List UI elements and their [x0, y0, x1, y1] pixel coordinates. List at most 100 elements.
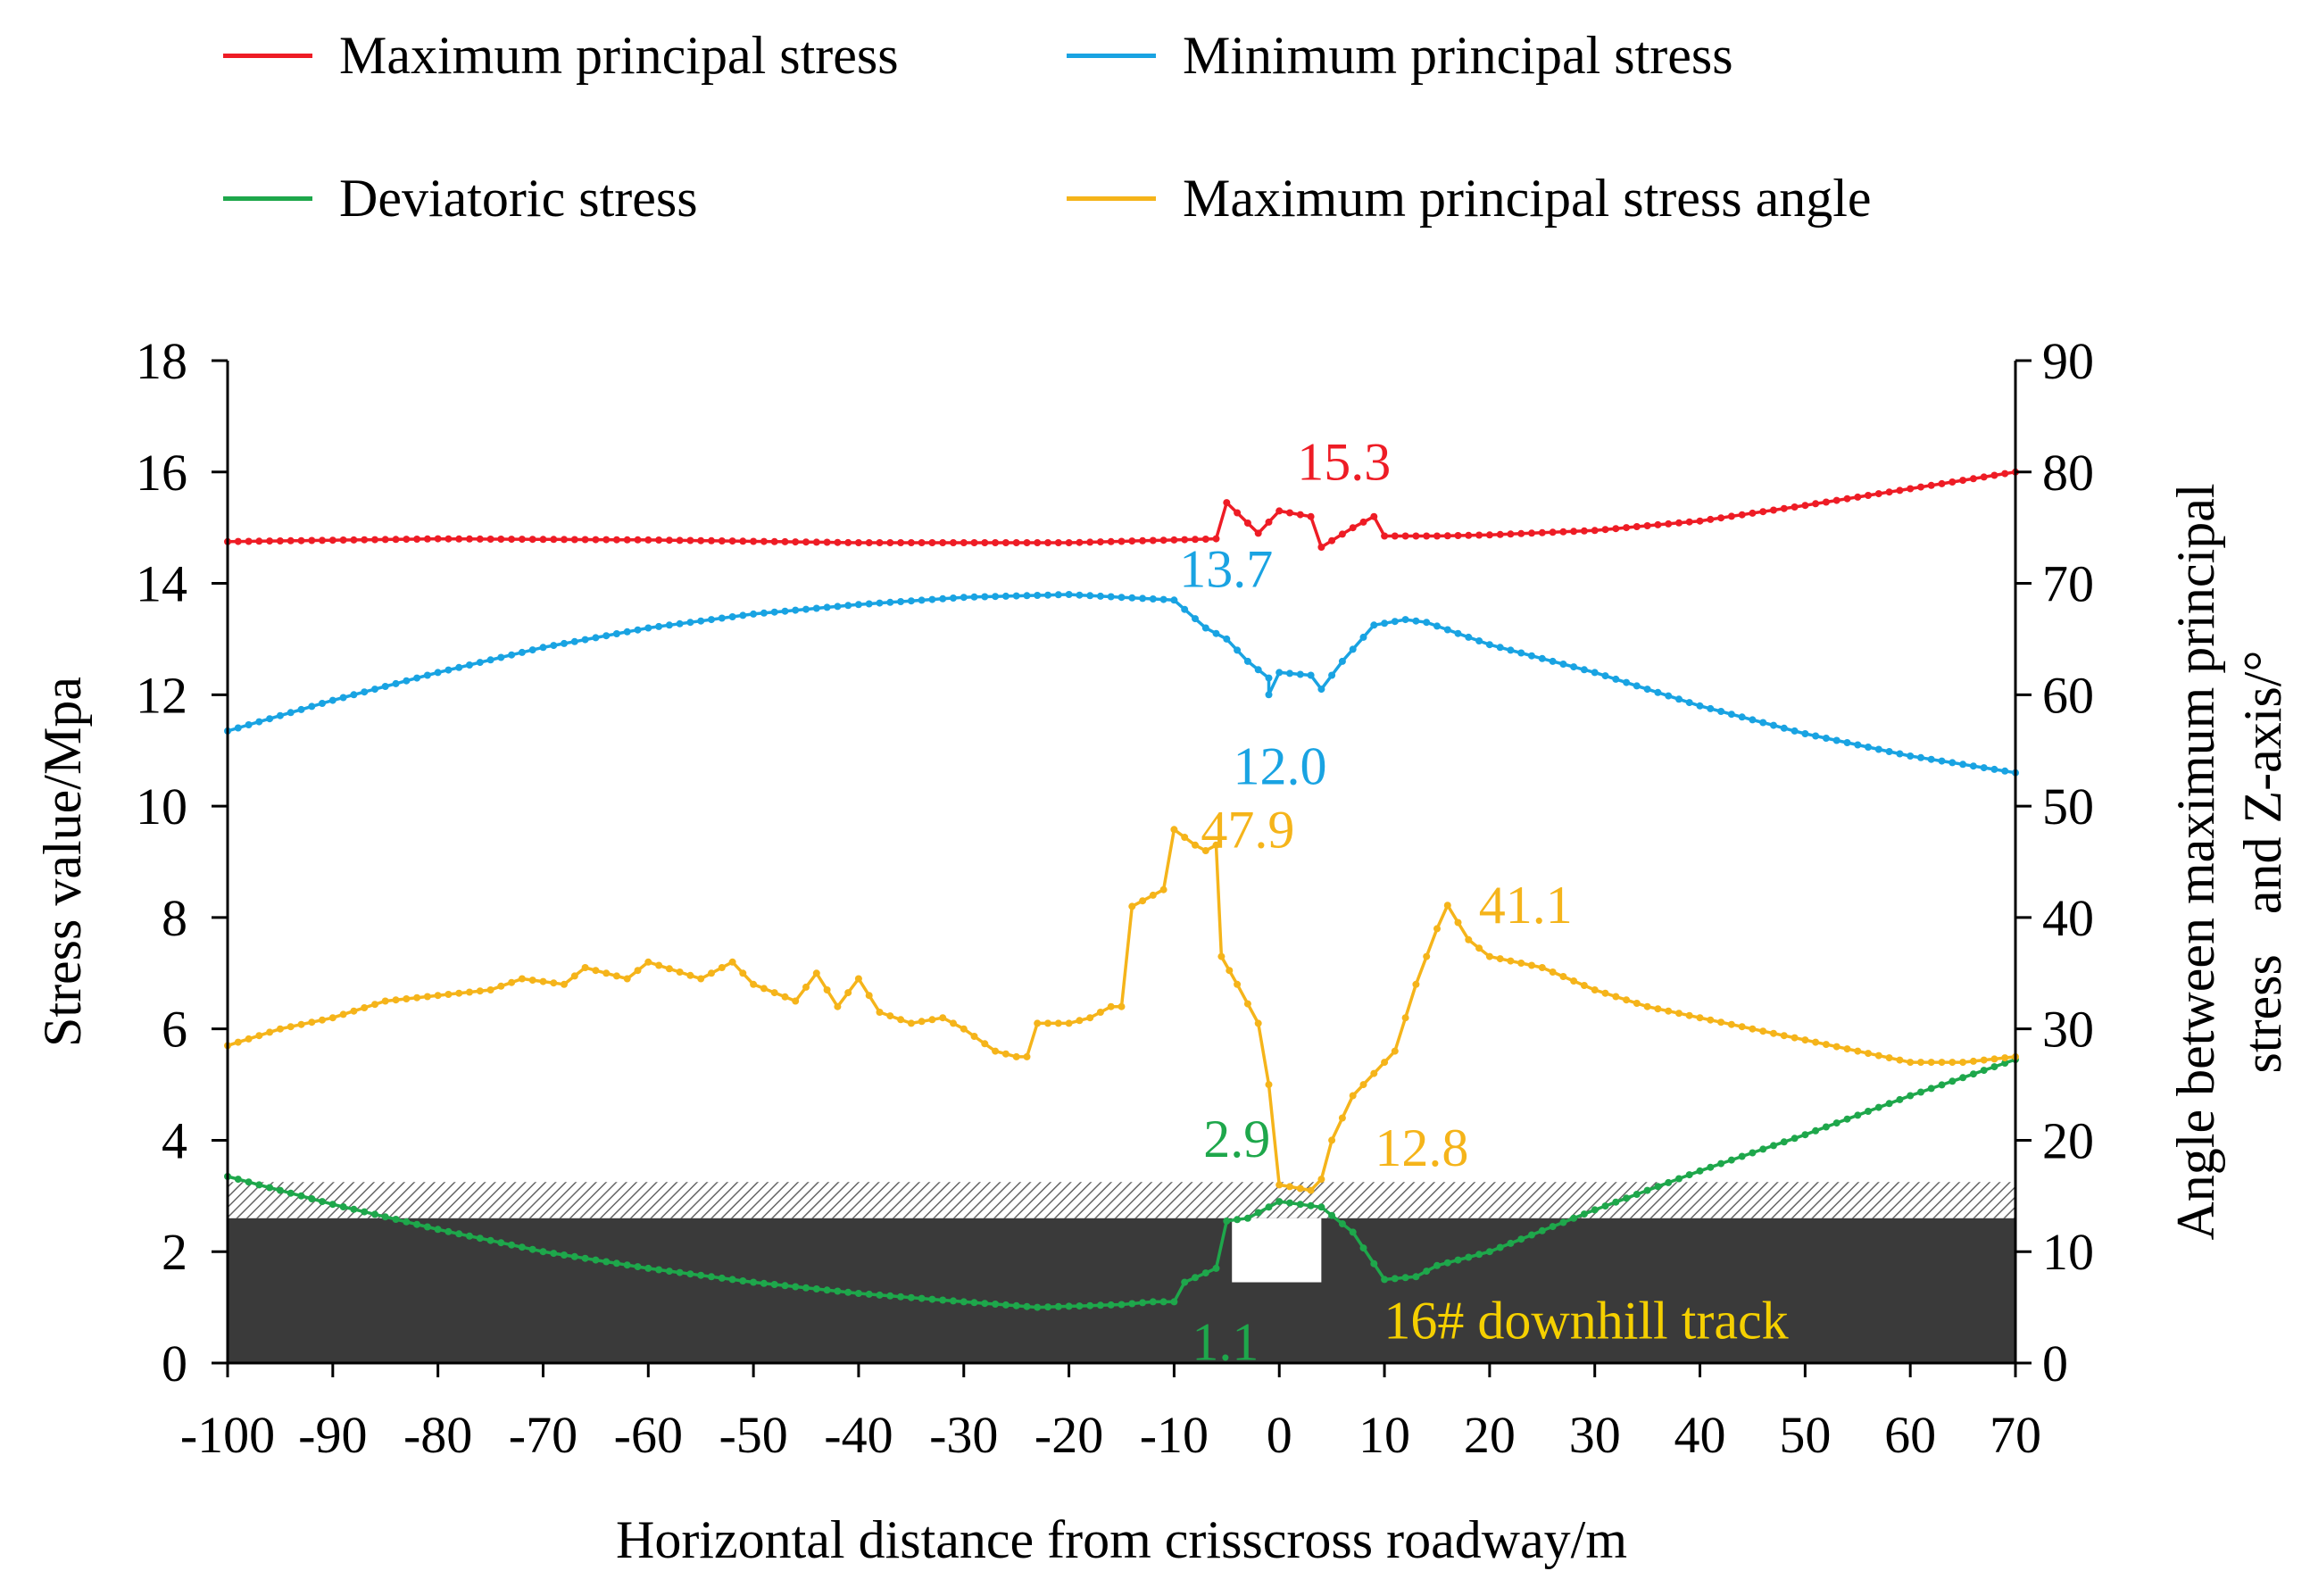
- legend-line-min-principal-stress: [1067, 54, 1156, 58]
- data-point-deviatoric-stress: [518, 1243, 526, 1251]
- data-point-min-principal-stress: [1034, 592, 1042, 599]
- data-point-min-principal-stress: [1243, 657, 1251, 665]
- data-point-max-principal-stress-angle: [1727, 1020, 1735, 1028]
- data-point-deviatoric-stress: [1865, 1108, 1872, 1115]
- data-point-max-principal-stress-angle: [476, 987, 484, 995]
- x-tick-label: 20: [1464, 1406, 1516, 1464]
- data-point-min-principal-stress: [392, 679, 400, 687]
- data-point-max-principal-stress: [518, 536, 526, 544]
- data-point-deviatoric-stress: [1391, 1275, 1399, 1283]
- data-point-min-principal-stress: [1223, 635, 1231, 643]
- data-point-max-principal-stress-angle: [1717, 1018, 1725, 1027]
- data-point-min-principal-stress: [561, 639, 568, 647]
- data-point-max-principal-stress: [939, 539, 947, 546]
- data-point-max-principal-stress-angle: [1822, 1041, 1830, 1049]
- data-point-deviatoric-stress: [1980, 1067, 1988, 1075]
- data-point-max-principal-stress-angle: [1107, 1002, 1115, 1010]
- data-point-max-principal-stress: [1832, 496, 1841, 504]
- data-point-max-principal-stress-angle: [1044, 1019, 1051, 1027]
- data-point-max-principal-stress: [718, 537, 726, 544]
- data-point-deviatoric-stress: [276, 1186, 284, 1194]
- data-point-min-principal-stress: [1265, 674, 1273, 682]
- data-point-max-principal-stress-angle: [897, 1016, 905, 1024]
- data-point-max-principal-stress: [1170, 536, 1178, 544]
- data-point-max-principal-stress-angle: [1770, 1029, 1777, 1037]
- data-point-deviatoric-stress: [1139, 1299, 1147, 1307]
- data-point-deviatoric-stress: [255, 1181, 263, 1189]
- data-point-max-principal-stress-angle: [1118, 1002, 1126, 1010]
- data-point-min-principal-stress: [854, 601, 862, 609]
- data-point-max-principal-stress-angle: [1234, 980, 1242, 988]
- data-point-min-principal-stress: [518, 648, 526, 656]
- data-point-min-principal-stress: [950, 594, 957, 602]
- data-point-min-principal-stress: [960, 594, 968, 602]
- data-label-annotation: 47.9: [1201, 800, 1294, 859]
- left-y-axis-title: Stress value/Mpa: [33, 677, 92, 1047]
- data-point-max-principal-stress-angle: [1854, 1047, 1862, 1055]
- data-point-deviatoric-stress: [950, 1297, 957, 1305]
- data-point-max-principal-stress: [1990, 471, 1998, 479]
- data-point-min-principal-stress: [928, 595, 936, 603]
- data-point-deviatoric-stress: [1738, 1152, 1746, 1160]
- data-point-max-principal-stress-angle: [1865, 1050, 1872, 1058]
- data-point-deviatoric-stress: [960, 1298, 968, 1306]
- data-point-deviatoric-stress: [1601, 1202, 1609, 1210]
- data-point-max-principal-stress-angle: [760, 985, 768, 993]
- data-point-max-principal-stress-angle: [276, 1025, 284, 1033]
- data-point-min-principal-stress: [581, 636, 589, 644]
- data-point-max-principal-stress-angle: [1359, 1081, 1367, 1089]
- data-point-deviatoric-stress: [1286, 1199, 1293, 1207]
- data-point-deviatoric-stress: [1454, 1256, 1462, 1264]
- data-point-deviatoric-stress: [1612, 1198, 1620, 1206]
- data-point-deviatoric-stress: [1959, 1074, 1967, 1082]
- data-point-max-principal-stress: [876, 539, 884, 546]
- data-point-max-principal-stress: [1381, 532, 1389, 540]
- data-point-deviatoric-stress: [1054, 1302, 1062, 1310]
- right-y-tick-label: 10: [2042, 1223, 2094, 1281]
- data-point-deviatoric-stress: [644, 1264, 652, 1272]
- data-point-min-principal-stress: [718, 614, 726, 622]
- data-point-max-principal-stress-angle: [1654, 1005, 1662, 1013]
- data-point-min-principal-stress: [1496, 644, 1504, 652]
- data-point-max-principal-stress-angle: [1212, 841, 1220, 849]
- data-point-max-principal-stress-angle: [550, 979, 558, 987]
- data-point-max-principal-stress-angle: [466, 988, 473, 996]
- data-point-max-principal-stress-angle: [1159, 885, 1167, 894]
- data-point-deviatoric-stress: [1223, 1217, 1231, 1225]
- data-point-max-principal-stress: [1727, 512, 1735, 520]
- x-tick-label: -60: [614, 1406, 683, 1464]
- x-tick-label: -20: [1035, 1406, 1103, 1464]
- data-point-min-principal-stress: [1812, 732, 1820, 740]
- data-point-min-principal-stress: [1717, 708, 1725, 715]
- right-y-axis-title-line1: Angle between maximum principal: [2166, 483, 2225, 1240]
- x-tick-label: 0: [1267, 1406, 1292, 1464]
- data-point-min-principal-stress: [1759, 719, 1767, 727]
- data-point-max-principal-stress-angle: [1217, 952, 1226, 960]
- data-point-max-principal-stress-angle: [1885, 1054, 1893, 1062]
- data-point-deviatoric-stress: [592, 1256, 600, 1264]
- data-point-deviatoric-stress: [1076, 1302, 1084, 1310]
- data-point-deviatoric-stress: [1023, 1302, 1031, 1310]
- data-point-max-principal-stress-angle: [865, 992, 873, 1000]
- data-point-max-principal-stress-angle: [350, 1007, 358, 1015]
- data-point-min-principal-stress: [1559, 661, 1567, 668]
- data-point-deviatoric-stress: [486, 1236, 494, 1244]
- data-point-max-principal-stress-angle: [792, 997, 800, 1005]
- data-point-min-principal-stress: [1234, 646, 1242, 654]
- data-point-max-principal-stress-angle: [1665, 1007, 1673, 1015]
- data-point-max-principal-stress-angle: [1896, 1056, 1904, 1064]
- data-point-max-principal-stress-angle: [781, 993, 789, 1001]
- data-point-deviatoric-stress: [1243, 1214, 1251, 1222]
- data-point-max-principal-stress-angle: [1465, 935, 1473, 943]
- data-point-max-principal-stress-angle: [907, 1019, 915, 1027]
- data-point-max-principal-stress-angle: [697, 975, 705, 983]
- x-tick-label: -50: [719, 1406, 787, 1464]
- data-point-max-principal-stress: [1149, 536, 1157, 544]
- data-point-deviatoric-stress: [1212, 1264, 1220, 1272]
- data-point-deviatoric-stress: [1507, 1239, 1515, 1247]
- data-point-deviatoric-stress: [1696, 1167, 1704, 1175]
- data-point-max-principal-stress: [1770, 506, 1777, 514]
- left-y-tick-label: 14: [136, 555, 187, 613]
- data-point-deviatoric-stress: [728, 1276, 736, 1284]
- data-point-max-principal-stress: [1927, 481, 1935, 489]
